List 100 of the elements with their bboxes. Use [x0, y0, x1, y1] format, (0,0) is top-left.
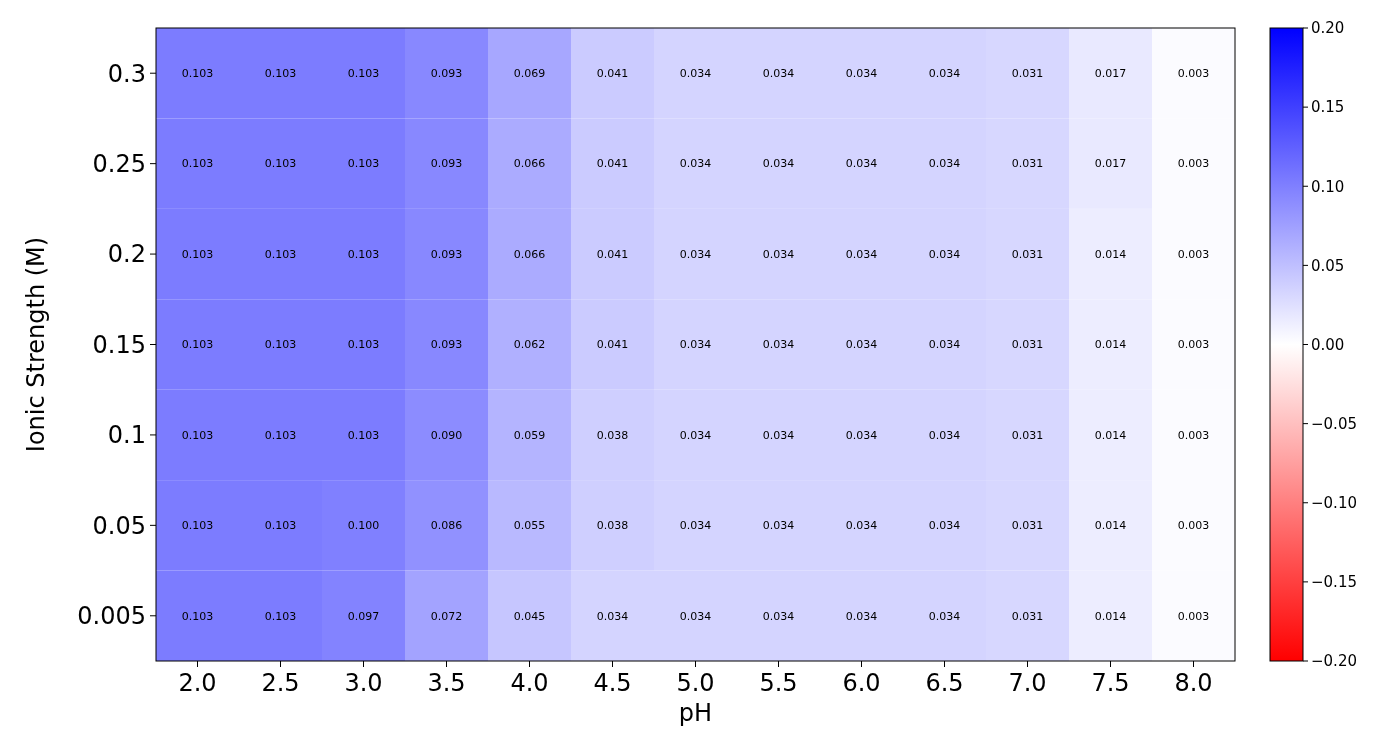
- data-label: 0.034: [679, 157, 712, 171]
- y-tick-label: 0.005: [77, 602, 146, 631]
- x-tick-label: 7.5: [1091, 669, 1130, 697]
- data-label: 0.062: [513, 338, 546, 352]
- x-tick-label: 8.0: [1174, 669, 1213, 697]
- data-label: 0.038: [596, 428, 629, 442]
- data-label: 0.034: [679, 247, 712, 261]
- color-bar-label: 0.10: [1311, 177, 1345, 196]
- data-label: 0.041: [596, 157, 629, 171]
- data-label: 0.034: [928, 609, 961, 623]
- data-label: 0.014: [1094, 338, 1127, 352]
- data-label: 0.031: [1011, 157, 1044, 171]
- data-label: 0.031: [1011, 247, 1044, 261]
- x-tick-label: 3.5: [427, 669, 466, 697]
- x-tick-label: 6.0: [842, 669, 881, 697]
- data-label: 0.093: [430, 157, 463, 171]
- data-label: 0.103: [347, 338, 380, 352]
- y-axis-title: Ionic Strength (M): [22, 236, 50, 453]
- data-label: 0.031: [1011, 609, 1044, 623]
- data-label: 0.103: [181, 338, 214, 352]
- data-label: 0.034: [845, 67, 878, 81]
- y-tick-label: 0.25: [92, 150, 146, 179]
- data-label: 0.072: [430, 609, 463, 623]
- x-tick-label: 5.5: [759, 669, 798, 697]
- x-tick-label: 7.0: [1008, 669, 1047, 697]
- color-bar-label: −0.20: [1311, 652, 1357, 671]
- data-label: 0.103: [264, 157, 297, 171]
- data-label: 0.045: [513, 609, 546, 623]
- data-label: 0.103: [181, 609, 214, 623]
- x-tick-label: 4.0: [510, 669, 549, 697]
- data-label: 0.034: [762, 338, 795, 352]
- data-label: 0.034: [762, 428, 795, 442]
- y-tick-label: 0.05: [92, 511, 146, 540]
- y-tick-label: 0.2: [107, 240, 146, 269]
- data-label: 0.041: [596, 338, 629, 352]
- data-label: 0.031: [1011, 67, 1044, 81]
- color-bar-label: 0.05: [1311, 256, 1345, 275]
- data-label: 0.003: [1177, 157, 1210, 171]
- y-tick-label: 0.3: [107, 59, 146, 88]
- data-label: 0.034: [845, 519, 878, 533]
- data-label: 0.017: [1094, 157, 1127, 171]
- data-label: 0.069: [513, 67, 546, 81]
- data-label: 0.034: [762, 609, 795, 623]
- y-tick-label: 0.15: [92, 330, 146, 359]
- data-label: 0.034: [679, 338, 712, 352]
- x-axis-title: pH: [678, 699, 713, 727]
- y-tick-label: 0.1: [107, 421, 146, 450]
- data-label: 0.034: [762, 519, 795, 533]
- data-label: 0.066: [513, 247, 546, 261]
- data-label: 0.031: [1011, 338, 1044, 352]
- data-label: 0.103: [181, 247, 214, 261]
- data-label: 0.003: [1177, 428, 1210, 442]
- data-label: 0.090: [430, 428, 463, 442]
- color-bar-label: 0.15: [1311, 98, 1345, 117]
- data-label: 0.066: [513, 157, 546, 171]
- data-label: 0.034: [928, 67, 961, 81]
- color-bar-label: −0.05: [1311, 414, 1357, 433]
- data-label: 0.093: [430, 247, 463, 261]
- data-label: 0.034: [762, 157, 795, 171]
- x-tick-label: 5.0: [676, 669, 715, 697]
- data-label: 0.034: [596, 609, 629, 623]
- data-label: 0.003: [1177, 67, 1210, 81]
- data-label: 0.003: [1177, 338, 1210, 352]
- data-label: 0.093: [430, 338, 463, 352]
- data-label: 0.031: [1011, 519, 1044, 533]
- data-label: 0.103: [347, 247, 380, 261]
- data-label: 0.014: [1094, 428, 1127, 442]
- data-label: 0.059: [513, 428, 546, 442]
- data-label: 0.034: [845, 428, 878, 442]
- data-label: 0.103: [264, 519, 297, 533]
- data-label: 0.034: [679, 519, 712, 533]
- data-label: 0.034: [679, 428, 712, 442]
- data-label: 0.034: [679, 609, 712, 623]
- data-label: 0.034: [928, 519, 961, 533]
- data-label: 0.031: [1011, 428, 1044, 442]
- data-label: 0.103: [264, 609, 297, 623]
- data-label: 0.034: [845, 338, 878, 352]
- x-tick-label: 2.0: [178, 669, 217, 697]
- data-label: 0.034: [928, 247, 961, 261]
- data-label: 0.014: [1094, 247, 1127, 261]
- x-tick-label: 3.0: [344, 669, 383, 697]
- data-label: 0.034: [845, 247, 878, 261]
- data-label: 0.103: [347, 67, 380, 81]
- color-bar-label: 0.20: [1311, 19, 1345, 38]
- data-label: 0.034: [762, 247, 795, 261]
- data-label: 0.103: [181, 519, 214, 533]
- data-label: 0.103: [264, 67, 297, 81]
- data-label: 0.097: [347, 609, 380, 623]
- data-label: 0.034: [928, 338, 961, 352]
- data-label: 0.100: [347, 519, 380, 533]
- data-label: 0.086: [430, 519, 463, 533]
- data-label: 0.017: [1094, 67, 1127, 81]
- color-bar-label: 0.00: [1311, 335, 1345, 354]
- data-label: 0.103: [347, 157, 380, 171]
- data-label: 0.014: [1094, 519, 1127, 533]
- data-label: 0.041: [596, 247, 629, 261]
- data-label: 0.003: [1177, 609, 1210, 623]
- data-label: 0.003: [1177, 519, 1210, 533]
- data-label: 0.103: [347, 428, 380, 442]
- data-label: 0.034: [928, 428, 961, 442]
